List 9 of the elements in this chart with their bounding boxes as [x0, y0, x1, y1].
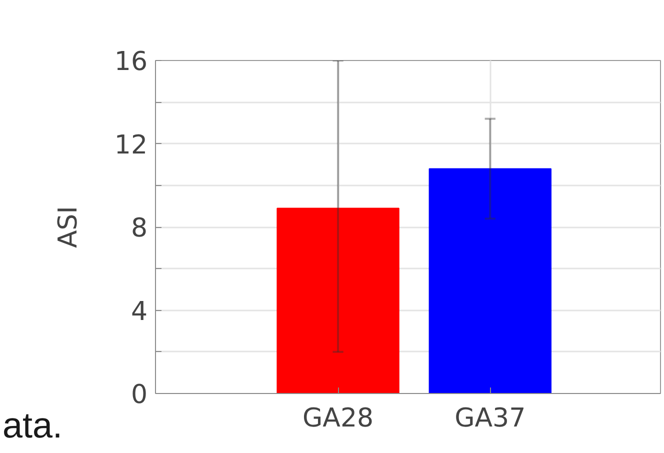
y-tick-label: 8	[130, 214, 148, 244]
y-tick-label: 0	[130, 380, 148, 410]
y-tick-label: 4	[130, 296, 148, 327]
x-tick-label: GA28	[302, 404, 374, 434]
y-axis-title: ASI	[53, 206, 84, 248]
text: ata.	[2, 404, 63, 446]
y-tick-label: 12	[114, 130, 148, 160]
y-tick-label: 16	[114, 47, 148, 77]
x-tick-label: GA37	[454, 404, 526, 434]
